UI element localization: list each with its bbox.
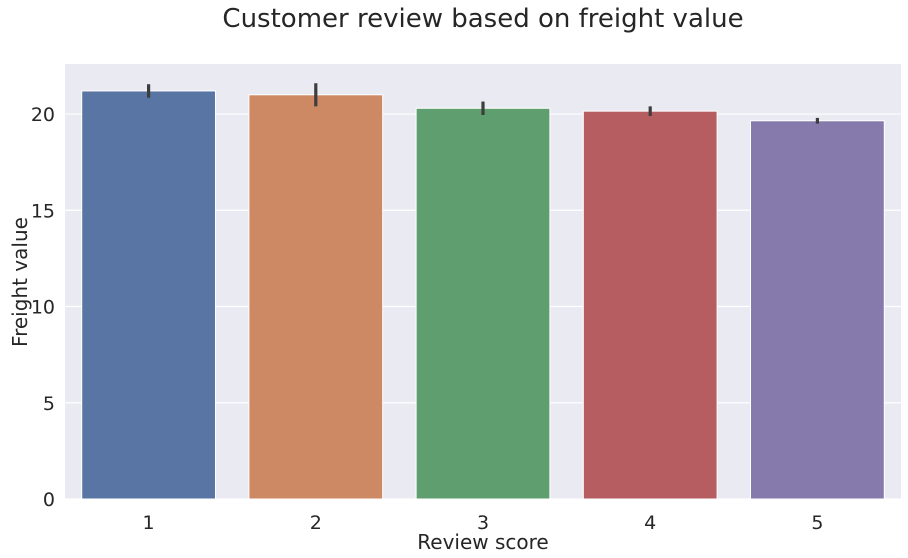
error-bars	[147, 83, 820, 124]
y-tick-label: 20	[31, 104, 55, 126]
x-tick-label: 4	[644, 512, 656, 534]
x-tick-label: 2	[310, 512, 322, 534]
y-tick-label: 0	[43, 489, 55, 511]
bar-review-3	[415, 107, 551, 500]
bar-review-5	[750, 120, 885, 500]
x-tick-labels: 1 2 3 4 5	[143, 512, 824, 534]
chart-title: Customer review based on freight value	[222, 4, 743, 34]
x-axis-label: Review score	[417, 530, 548, 554]
x-tick-label: 5	[811, 512, 823, 534]
bar-review-1	[81, 90, 216, 500]
x-tick-label: 1	[143, 512, 155, 534]
y-tick-label: 5	[43, 393, 55, 415]
y-tick-label: 10	[31, 297, 55, 319]
y-tick-labels: 0 5 10 15 20	[31, 104, 55, 511]
bar-review-4	[582, 110, 718, 500]
bar-review-2	[248, 94, 384, 500]
y-axis-label: Freight value	[8, 217, 32, 347]
y-tick-label: 15	[31, 200, 55, 222]
bars	[81, 90, 885, 500]
x-tick-label: 3	[477, 512, 489, 534]
